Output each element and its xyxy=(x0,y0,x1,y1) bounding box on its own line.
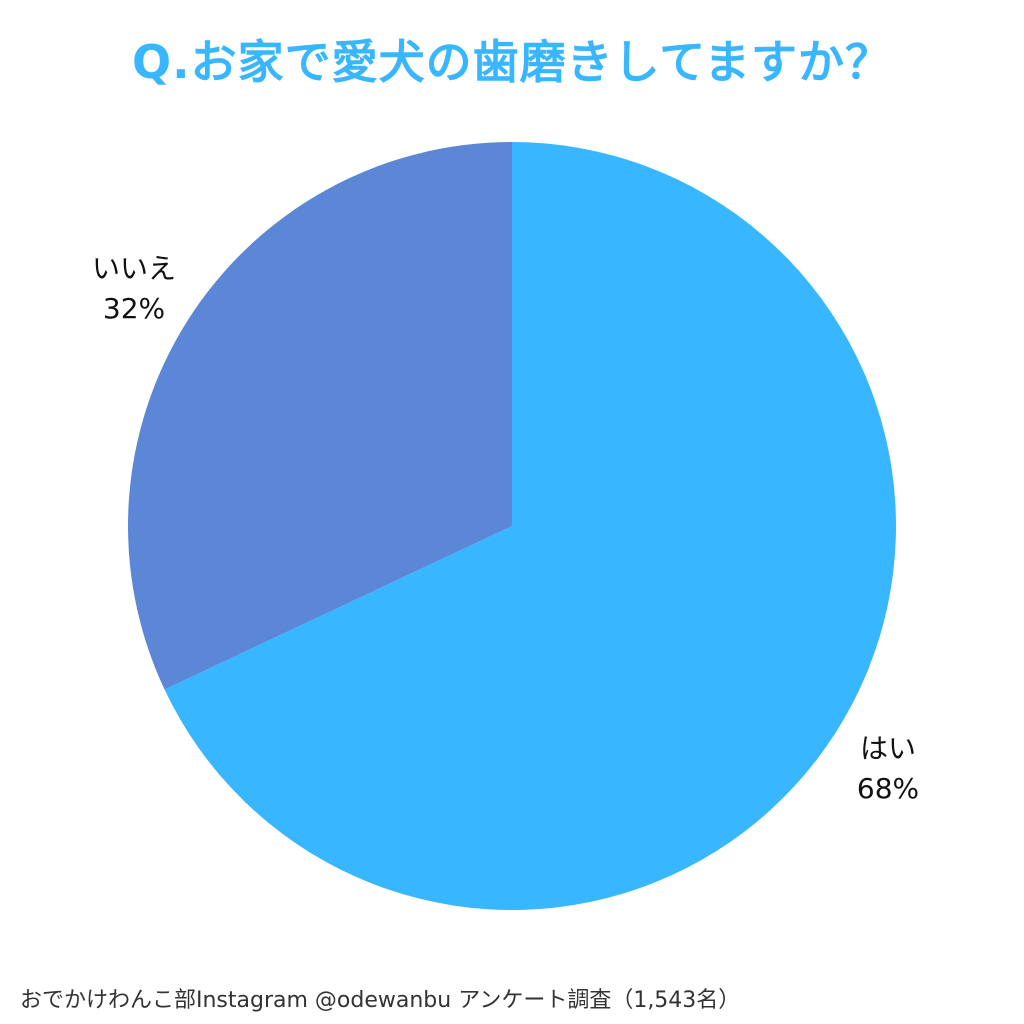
pie-slice-yes xyxy=(164,142,897,910)
slice-percent-no: 32% xyxy=(103,292,165,325)
pie-slice-no xyxy=(127,142,513,690)
slice-percent-yes: 68% xyxy=(857,772,919,805)
survey-source-note: おでかけわんこ部Instagram @odewanbu アンケート調査（1,54… xyxy=(20,988,741,1013)
slice-label-no: いいえ xyxy=(92,252,176,285)
slice-label-yes: はい xyxy=(860,732,916,765)
chart-title: Q.お家で愛犬の歯磨きしてますか？ xyxy=(132,35,892,89)
